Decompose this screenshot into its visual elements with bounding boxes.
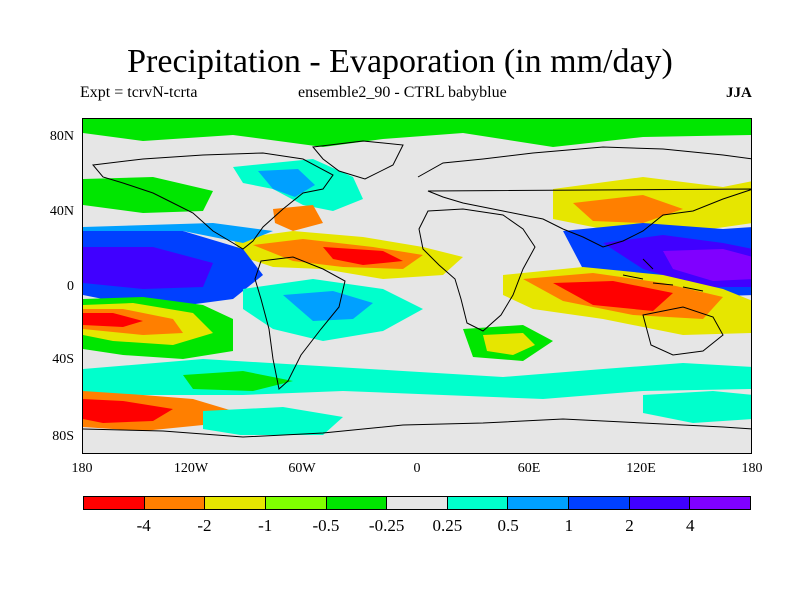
colorbar-swatch <box>629 497 691 509</box>
colorbar-swatch <box>447 497 509 509</box>
coastline-australia <box>642 306 724 356</box>
colorbar-swatch <box>84 497 145 509</box>
ensemble-label: ensemble2_90 - CTRL babyblue <box>298 84 507 101</box>
colorbar-label: -0.5 <box>312 516 340 535</box>
coastline-south-america <box>254 256 346 390</box>
colorbar-label: 0.5 <box>497 516 519 535</box>
colorbar-label: 1 <box>564 516 574 535</box>
colorbar-label: 2 <box>625 516 634 535</box>
colorbar-swatch <box>690 497 751 509</box>
contour-region <box>273 205 323 231</box>
colorbar-swatch <box>326 497 388 509</box>
contour-region <box>663 249 751 281</box>
colorbar-label: 0.25 <box>432 516 463 535</box>
lat-tick-label: 80N <box>49 129 74 144</box>
lat-tick-label: 40S <box>52 352 74 367</box>
colorbar-swatch <box>569 497 630 509</box>
contour-region <box>483 333 535 355</box>
contour-region <box>323 247 403 265</box>
lon-tick-label: 120W <box>173 461 209 476</box>
lat-tick-label: 40N <box>49 204 74 219</box>
contour-region <box>83 435 751 453</box>
lon-tick-label: 0 <box>413 461 421 476</box>
experiment-label: Expt = tcrvN-tcrta <box>80 84 198 101</box>
coastlines <box>83 140 751 438</box>
contour-region <box>83 359 751 399</box>
colorbar-label: 4 <box>686 516 695 535</box>
contour-region <box>573 195 683 223</box>
contour-region <box>258 169 315 197</box>
contour-region <box>83 313 143 327</box>
colorbar-swatch <box>508 497 570 509</box>
colorbar-swatch <box>265 497 327 509</box>
colorbar-swatch <box>144 497 206 509</box>
coastline-eurasia <box>417 146 751 248</box>
lon-tick-label: 60E <box>517 461 541 476</box>
contour-region <box>83 177 213 213</box>
contour-region <box>643 391 751 423</box>
contour-region <box>283 291 373 321</box>
colorbar-label: -4 <box>136 516 151 535</box>
contour-region <box>83 399 173 423</box>
contour-region <box>183 371 293 391</box>
lon-tick-label: 180 <box>741 461 763 476</box>
lon-tick-label: 60W <box>288 461 316 476</box>
precip-evap-map <box>83 119 751 453</box>
coastline-north-america <box>92 152 334 250</box>
colorbar-label: -2 <box>197 516 212 535</box>
contour-region <box>83 247 213 289</box>
coastline-antarctica <box>83 418 751 438</box>
coastline-africa <box>418 208 536 332</box>
colorbar-swatch <box>387 497 448 509</box>
map-panel <box>82 118 752 454</box>
contour-region <box>553 281 673 311</box>
chart-title: Precipitation - Evaporation (in mm/day) <box>127 43 673 80</box>
contour-fills <box>83 119 751 453</box>
lat-tick-label: 80S <box>52 429 74 444</box>
colorbar-label: -1 <box>258 516 273 535</box>
lon-tick-label: 120E <box>626 461 656 476</box>
contour-region <box>83 119 751 147</box>
lon-tick-label: 180 <box>71 461 93 476</box>
lat-tick-label: 0 <box>67 279 74 294</box>
season-label: JJA <box>726 85 752 101</box>
contour-region <box>203 407 343 437</box>
colorbar <box>83 496 751 510</box>
colorbar-swatch <box>205 497 266 509</box>
coastline-indonesia <box>622 258 704 292</box>
colorbar-label: -0.25 <box>368 516 405 535</box>
coastline-greenland <box>312 140 404 180</box>
